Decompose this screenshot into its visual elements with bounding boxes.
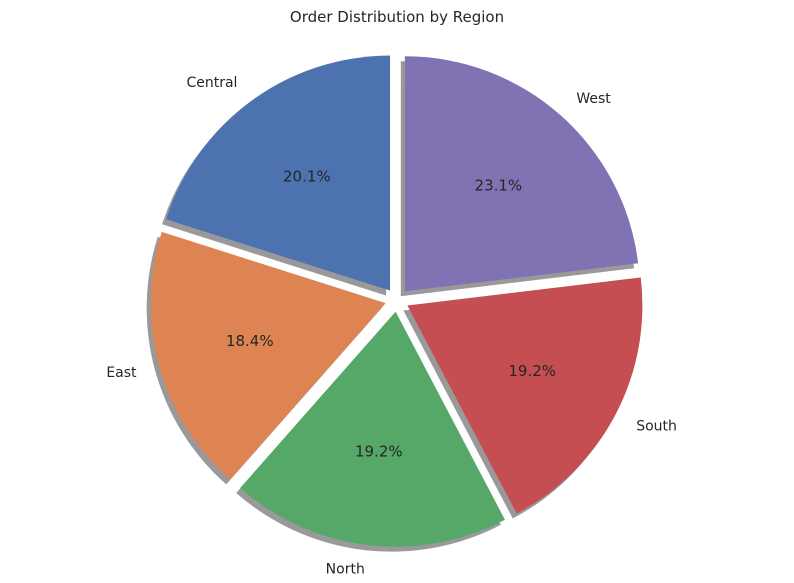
- slice-label-east: East: [106, 365, 137, 381]
- chart-title: Order Distribution by Region: [290, 8, 504, 26]
- slice-label-central: Central: [186, 75, 237, 91]
- pie-slices: [150, 55, 643, 547]
- pie-slice-south: [407, 277, 643, 514]
- slice-percent-central: 20.1%: [283, 168, 331, 186]
- slice-label-west: West: [576, 91, 611, 107]
- pie-slice-east: [150, 231, 386, 480]
- slice-labels: Central 20.1% East 18.4% North 19.2% South 19.2…: [106, 75, 677, 577]
- slice-percent-south: 19.2%: [508, 362, 556, 380]
- slice-percent-west: 23.1%: [475, 177, 523, 195]
- pie-slice-central: [166, 55, 391, 291]
- slice-percent-east: 18.4%: [226, 332, 274, 350]
- slice-label-south: South: [636, 419, 677, 435]
- slice-label-north: North: [326, 561, 365, 577]
- pie-slice-west: [404, 56, 639, 292]
- pie-slice-north: [240, 311, 505, 547]
- slice-percent-north: 19.2%: [355, 443, 403, 461]
